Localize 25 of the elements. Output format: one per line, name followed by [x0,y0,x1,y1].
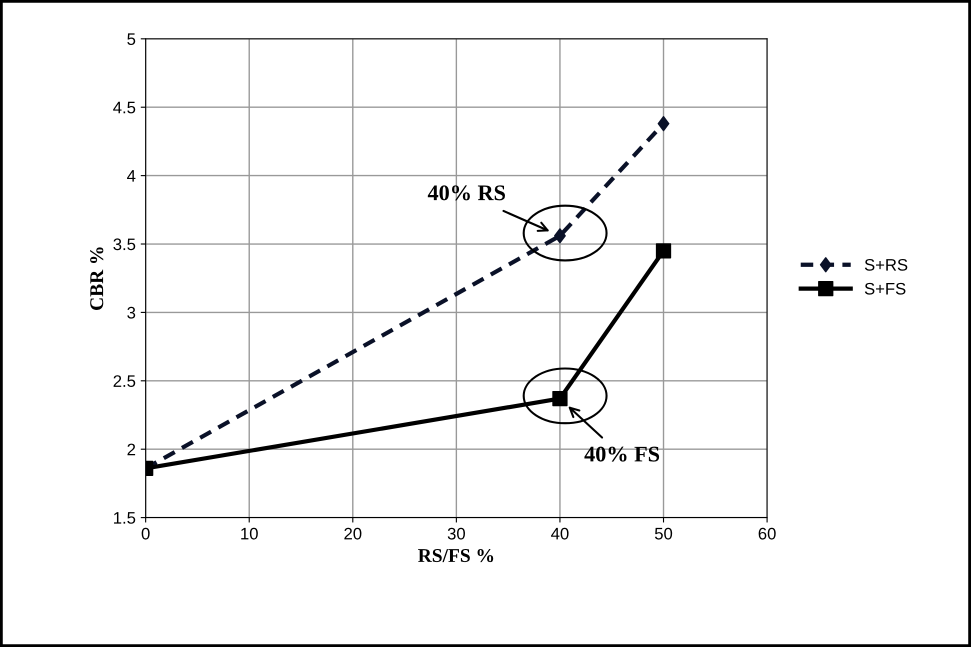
x-tick-label: 60 [758,528,776,540]
x-tick-label: 10 [241,528,258,540]
point [656,243,672,258]
y-axis-title: CBR % [90,247,104,310]
y-tick-label: 2.5 [114,375,136,388]
y-tick-label: 1.5 [114,512,136,524]
x-axis-title: RS/FS % [418,548,494,562]
y-tick-label: 3 [127,306,136,319]
legend-label: S+RS [864,258,908,271]
annotation: 40% RS [428,185,505,200]
point [552,390,568,406]
x-tick-label: 20 [344,528,362,540]
point [658,116,670,132]
x-tick-label: 0 [142,528,150,540]
legend-label: S+FS [864,282,906,295]
point [554,228,566,244]
x-tick-label: 50 [654,528,672,540]
y-tick-label: 2 [128,444,136,456]
x-tick-label: 40 [551,528,569,540]
y-tick-label: 3.5 [113,238,136,250]
annotation: 40% FS [584,446,660,462]
x-tick-label: 30 [448,528,465,540]
y-tick-label: 4.5 [113,102,136,114]
y-tick-label: 4 [127,170,136,182]
y-tick-label: 5 [127,33,136,46]
